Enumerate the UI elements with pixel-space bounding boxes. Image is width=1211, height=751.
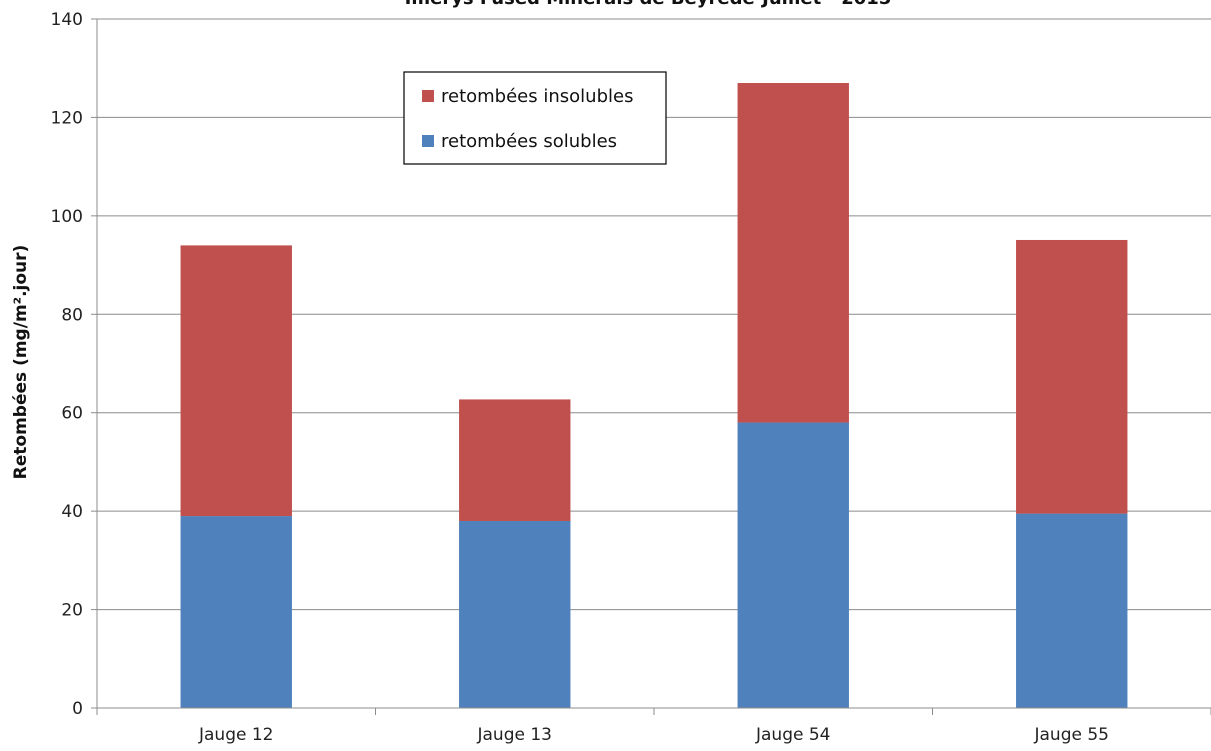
legend-swatch — [422, 135, 434, 147]
y-tick-label: 20 — [61, 601, 83, 621]
bar-soluble — [1016, 513, 1128, 708]
legend-label: retombées solubles — [441, 131, 617, 152]
bar-soluble — [737, 422, 849, 708]
bar-soluble — [459, 520, 571, 708]
y-tick-label: 60 — [61, 404, 83, 424]
legend-swatch — [422, 90, 434, 102]
y-tick-label: 40 — [61, 502, 83, 522]
chart-title: Imerys Fused Minerals de Beyrède-Jumet -… — [405, 0, 892, 9]
bar-insoluble — [1016, 239, 1128, 514]
bar-soluble — [180, 516, 292, 708]
y-tick-label: 100 — [51, 207, 83, 227]
legend: retombées insolubles retombées solubles — [403, 71, 667, 165]
x-category-label: Jauge 54 — [755, 725, 831, 745]
y-tick-labels: 0 20 40 60 80 100 120 140 — [51, 10, 83, 719]
bar-insoluble — [737, 82, 849, 423]
y-axis-title: Retombées (mg/m².jour) — [11, 245, 31, 480]
bars — [180, 82, 1128, 708]
legend-label: retombées insolubles — [441, 86, 633, 107]
y-tick-label: 0 — [72, 699, 83, 719]
x-category-label: Jauge 55 — [1034, 725, 1110, 745]
y-tick-label: 140 — [51, 10, 83, 30]
y-tick-label: 80 — [61, 305, 83, 325]
y-tick-label: 120 — [51, 108, 83, 128]
x-category-label: Jauge 12 — [198, 725, 274, 745]
x-category-label: Jauge 13 — [477, 725, 553, 745]
legend-box — [403, 71, 667, 165]
axes — [91, 18, 1211, 715]
bar-insoluble — [459, 399, 571, 521]
x-category-labels: Jauge 12 Jauge 13 Jauge 54 Jauge 55 — [198, 725, 1109, 745]
bar-insoluble — [180, 245, 292, 517]
